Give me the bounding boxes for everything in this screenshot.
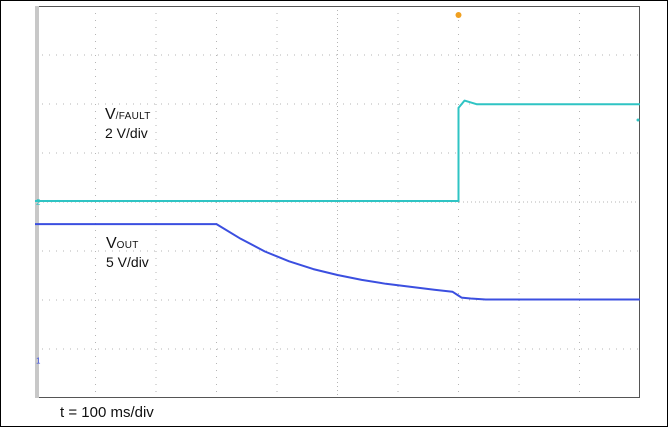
markers: 21: [36, 12, 640, 365]
trigger-position-marker: [455, 12, 462, 18]
vout-trace: [35, 223, 640, 301]
vfault-label-subscript: /FAULT: [115, 111, 151, 122]
vout-label: VOUT 5 V/div: [106, 235, 149, 271]
vout-label-prefix: V: [106, 235, 117, 252]
vfault-label: V/FAULT 2 V/div: [105, 106, 151, 142]
vout-ground-marker: 1: [36, 356, 41, 365]
traces: [35, 99, 640, 301]
scope-plot: 21: [35, 6, 640, 398]
timebase-label: t = 100 ms/div: [60, 404, 154, 421]
vfault-scale: 2 V/div: [105, 125, 148, 141]
vout-label-subscript: OUT: [116, 240, 139, 251]
vfault-label-prefix: V: [105, 106, 116, 123]
vout-scale: 5 V/div: [106, 254, 149, 270]
trigger-level-marker: [636, 118, 640, 122]
vfault-ground-marker: 2: [36, 198, 41, 207]
vfault-trace: [35, 99, 640, 202]
